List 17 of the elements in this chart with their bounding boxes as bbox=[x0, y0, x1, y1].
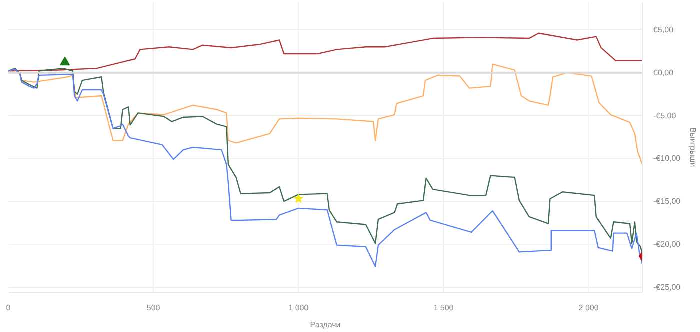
x-tick-label: 2 000 bbox=[578, 304, 600, 312]
x-tick-label: 500 bbox=[146, 304, 161, 312]
y-tick-label: €5,00 bbox=[654, 25, 674, 34]
x-tick-label: 1 500 bbox=[434, 304, 454, 312]
x-tick-label: 1 000 bbox=[288, 304, 310, 312]
y-tick-label: -€5,00 bbox=[654, 111, 677, 120]
point bbox=[60, 56, 70, 66]
point bbox=[294, 194, 304, 204]
y-tick-label: -€15,00 bbox=[654, 197, 682, 206]
line-series bbox=[8, 64, 642, 166]
y-tick-label: -€25,00 bbox=[654, 282, 682, 292]
y-tick-label: -€20,00 bbox=[654, 240, 682, 249]
x-tick-label: 0 bbox=[6, 304, 12, 312]
y-tick-label: €0,00 bbox=[654, 68, 674, 78]
y-tick-label: -€10,00 bbox=[654, 154, 682, 164]
x-axis-title: Раздачи bbox=[310, 320, 341, 330]
y-axis-title: Выигрыши bbox=[688, 128, 698, 168]
